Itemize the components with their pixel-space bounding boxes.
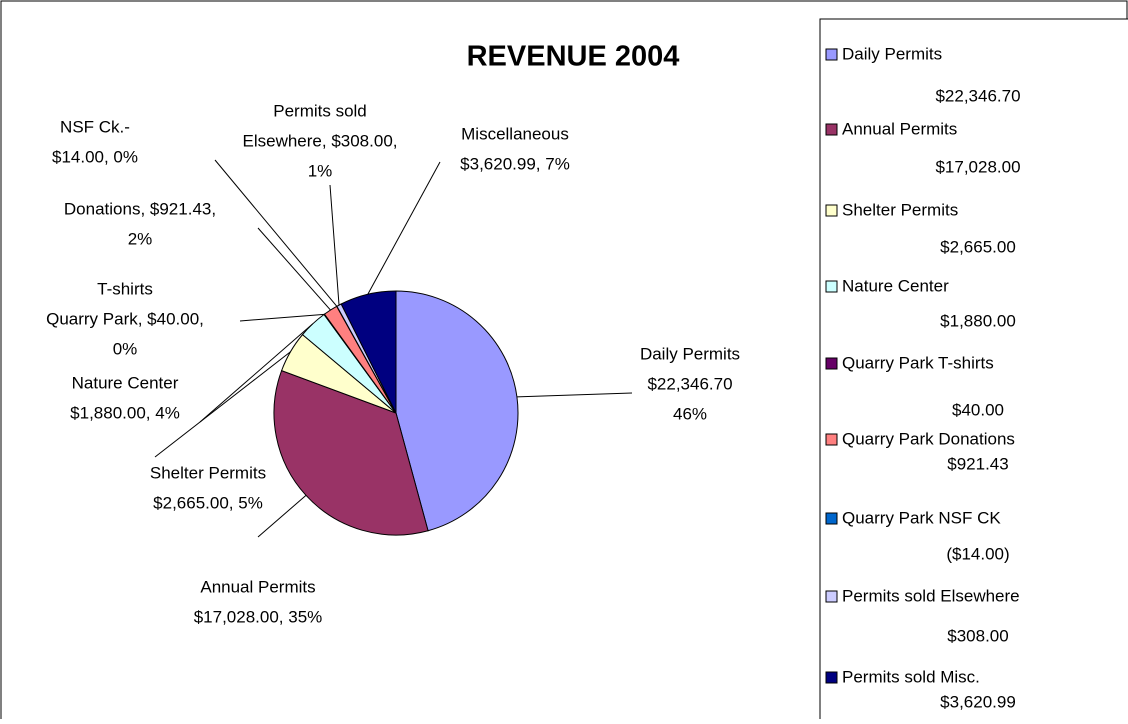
data-label: T-shirts — [97, 279, 153, 298]
legend-label: Shelter Permits — [842, 200, 958, 219]
legend-value: $308.00 — [947, 626, 1008, 645]
legend-box — [819, 18, 1128, 724]
data-label: $17,028.00, 35% — [194, 607, 323, 626]
legend-swatch — [825, 433, 838, 446]
legend-label: Permits sold Misc. — [842, 667, 980, 686]
legend-swatch — [825, 671, 838, 684]
legend-swatch — [825, 48, 838, 61]
leader-line — [367, 161, 441, 295]
legend-swatch — [825, 512, 838, 525]
legend-value: $2,665.00 — [940, 237, 1016, 256]
pie-slice — [395, 290, 519, 532]
legend-swatch — [825, 280, 838, 293]
legend-swatch — [825, 357, 838, 370]
data-label: Annual Permits — [200, 577, 315, 596]
leader-line — [239, 313, 325, 322]
chart-title: REVENUE 2004 — [467, 41, 680, 73]
data-label: $1,880.00, 4% — [70, 403, 180, 422]
data-label: 46% — [673, 404, 707, 423]
leader-line — [214, 159, 338, 307]
legend-value: $22,346.70 — [935, 86, 1020, 105]
legend-value: $3,620.99 — [940, 692, 1016, 711]
data-label: Miscellaneous — [461, 124, 569, 143]
legend-value: ($14.00) — [946, 544, 1009, 563]
pie-slice — [340, 290, 397, 414]
legend-value: $17,028.00 — [935, 157, 1020, 176]
legend-value: $40.00 — [952, 400, 1004, 419]
leader-line — [257, 227, 331, 311]
legend-label: Annual Permits — [842, 119, 957, 138]
legend-label: Quarry Park T-shirts — [842, 353, 994, 372]
data-label: Nature Center — [72, 373, 179, 392]
legend-label: Quarry Park Donations — [842, 429, 1015, 448]
legend-label: Nature Center — [842, 276, 949, 295]
data-label: $3,620.99, 7% — [460, 154, 570, 173]
leader-line — [154, 351, 291, 458]
data-label: $2,665.00, 5% — [153, 493, 263, 512]
legend-swatch — [825, 123, 838, 136]
legend-label: Daily Permits — [842, 44, 942, 63]
legend-value: $1,880.00 — [940, 311, 1016, 330]
data-label: 2% — [128, 229, 153, 248]
legend-swatch — [825, 204, 838, 217]
data-label: Donations, $921.43, — [64, 199, 216, 218]
data-label: Shelter Permits — [150, 463, 266, 482]
legend-label: Permits sold Elsewhere — [842, 586, 1020, 605]
leader-line — [329, 184, 340, 306]
data-label: $22,346.70 — [647, 374, 732, 393]
leader-line — [257, 494, 307, 538]
data-label: Permits sold — [273, 101, 367, 120]
data-label: $14.00, 0% — [52, 147, 138, 166]
legend-value: $921.43 — [947, 454, 1008, 473]
data-label: 1% — [308, 161, 333, 180]
data-label: Quarry Park, $40.00, — [46, 309, 204, 328]
data-label: Daily Permits — [640, 344, 740, 363]
leader-line — [516, 392, 633, 398]
legend-label: Quarry Park NSF CK — [842, 508, 1001, 527]
legend-swatch — [825, 590, 838, 603]
data-label: NSF Ck.- — [60, 117, 130, 136]
data-label: 0% — [113, 339, 138, 358]
leader-line — [199, 323, 313, 423]
data-label: Elsewhere, $308.00, — [243, 131, 398, 150]
